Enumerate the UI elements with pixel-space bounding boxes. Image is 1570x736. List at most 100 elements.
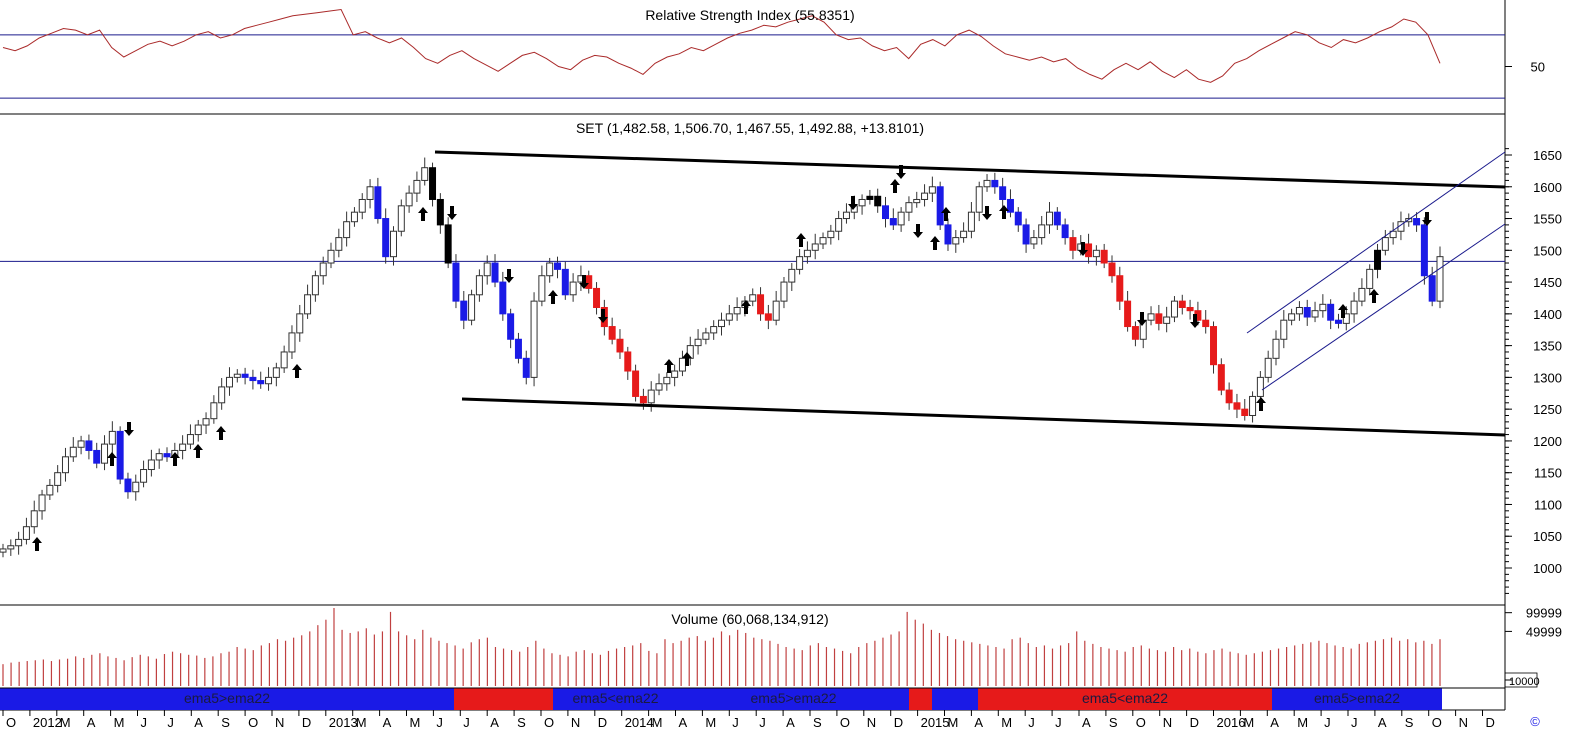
candlestick bbox=[678, 350, 686, 377]
x-tick-label: M bbox=[410, 715, 421, 730]
candlestick bbox=[702, 327, 710, 345]
candlestick bbox=[77, 435, 85, 455]
ema-band-label: ema5<ema22 bbox=[572, 690, 658, 706]
ema-band-segment: ema5>ema22 bbox=[678, 688, 909, 710]
x-tick-label: D bbox=[598, 715, 607, 730]
candlestick bbox=[507, 308, 515, 349]
x-tick-label: N bbox=[1163, 715, 1172, 730]
candlestick bbox=[1100, 243, 1108, 269]
x-tick-label: S bbox=[221, 715, 230, 730]
candlestick bbox=[1053, 207, 1061, 230]
candlestick bbox=[257, 371, 265, 389]
candlestick bbox=[1233, 393, 1241, 419]
price-y-axis: 1650 1600 1550 1500 1450 1400 1350 1300 1250 1200… bbox=[1505, 148, 1562, 594]
x-tick-label: N bbox=[1459, 715, 1468, 730]
candlestick bbox=[530, 292, 538, 387]
candlestick bbox=[960, 222, 968, 243]
candlestick bbox=[991, 172, 999, 194]
ema-crossover-band: ema5>ema22 ema5<ema22 ema5>ema22 ema5<ema22… bbox=[0, 687, 1505, 710]
x-tick-label: J bbox=[1324, 715, 1331, 730]
candlestick bbox=[757, 287, 765, 321]
candlestick bbox=[1334, 313, 1342, 329]
candlestick bbox=[1342, 306, 1350, 331]
x-tick-label: 2015 bbox=[921, 715, 950, 730]
ema-band-label: ema5<ema22 bbox=[1082, 690, 1168, 706]
candlestick bbox=[1295, 301, 1303, 321]
candlestick bbox=[1264, 350, 1272, 383]
price-tick-label: 1600 bbox=[1533, 180, 1562, 195]
price-tick-label: 1000 bbox=[1533, 561, 1562, 576]
x-tick-label: M bbox=[1001, 715, 1012, 730]
candlestick bbox=[624, 346, 632, 380]
x-tick-label: S bbox=[813, 715, 822, 730]
candlestick bbox=[1311, 301, 1319, 323]
ema-band-segment: ema5>ema22 bbox=[1272, 688, 1442, 710]
x-tick-label: A bbox=[1082, 715, 1091, 730]
x-tick-label: A bbox=[786, 715, 795, 730]
candlestick bbox=[468, 289, 476, 326]
sell-arrow-icon bbox=[848, 196, 858, 210]
candlestick bbox=[936, 181, 944, 230]
candlestick bbox=[374, 177, 382, 224]
candlestick bbox=[514, 332, 522, 364]
x-tick-label: O bbox=[1432, 715, 1442, 730]
candlestick bbox=[866, 189, 874, 205]
candlestick bbox=[101, 435, 109, 471]
x-tick-label: A bbox=[490, 715, 499, 730]
buy-arrow-icon bbox=[1256, 397, 1266, 411]
x-tick-label: 2013 bbox=[329, 715, 358, 730]
candlestick bbox=[1389, 222, 1397, 245]
candlestick bbox=[1358, 278, 1366, 307]
x-tick-label: 2014 bbox=[625, 715, 654, 730]
candlestick bbox=[1217, 358, 1225, 396]
candlestick bbox=[764, 304, 772, 330]
candlestick bbox=[913, 191, 921, 208]
x-tick-label: M bbox=[60, 715, 71, 730]
candlestick bbox=[1085, 233, 1093, 264]
trendlines bbox=[434, 150, 1506, 437]
x-tick-label: A bbox=[974, 715, 983, 730]
candlestick bbox=[1366, 264, 1374, 296]
candlestick bbox=[819, 232, 827, 250]
lower-trendline bbox=[461, 397, 1506, 437]
price-tick-label: 1150 bbox=[1534, 466, 1562, 481]
candlestick bbox=[1350, 292, 1358, 323]
ema-band-label: ema5>ema22 bbox=[184, 690, 270, 706]
candlestick bbox=[311, 270, 319, 302]
candlestick bbox=[366, 179, 374, 209]
price-tick-label: 1650 bbox=[1533, 148, 1562, 163]
candlestick bbox=[304, 284, 312, 319]
candlestick bbox=[647, 381, 655, 412]
candlestick bbox=[61, 447, 69, 482]
ema-band-segment bbox=[454, 688, 553, 710]
candlestick bbox=[1006, 189, 1014, 218]
sell-arrow-icon bbox=[1078, 242, 1088, 256]
candlestick bbox=[1178, 294, 1186, 315]
x-tick-label: J bbox=[1055, 715, 1062, 730]
sell-arrow-icon bbox=[447, 206, 457, 220]
candlestick bbox=[1038, 215, 1046, 245]
x-tick-label: O bbox=[6, 715, 16, 730]
candlestick bbox=[1225, 382, 1233, 410]
candlestick bbox=[296, 304, 304, 342]
ema-band-segment: ema5>ema22 bbox=[0, 688, 454, 710]
candlestick bbox=[1092, 245, 1100, 266]
candlestick bbox=[225, 367, 233, 396]
candlestick bbox=[1413, 212, 1421, 232]
candlestick bbox=[1022, 218, 1030, 253]
x-tick-label: A bbox=[1270, 715, 1279, 730]
candlestick bbox=[1210, 321, 1218, 374]
buy-arrow-icon bbox=[941, 207, 951, 221]
candlestick bbox=[811, 233, 819, 260]
x-tick-label: O bbox=[1136, 715, 1146, 730]
candlestick bbox=[46, 479, 54, 501]
x-tick-label: D bbox=[1190, 715, 1199, 730]
price-tick-label: 1450 bbox=[1533, 275, 1562, 290]
price-panel: SET (1,482.58, 1,506.70, 1,467.55, 1,492… bbox=[0, 120, 1562, 594]
candlestick bbox=[1147, 306, 1155, 326]
copyright-icon[interactable]: © bbox=[1530, 714, 1540, 729]
x-tick-label: A bbox=[1378, 715, 1387, 730]
candlestick bbox=[1374, 243, 1382, 279]
sell-arrow-icon bbox=[504, 269, 514, 283]
